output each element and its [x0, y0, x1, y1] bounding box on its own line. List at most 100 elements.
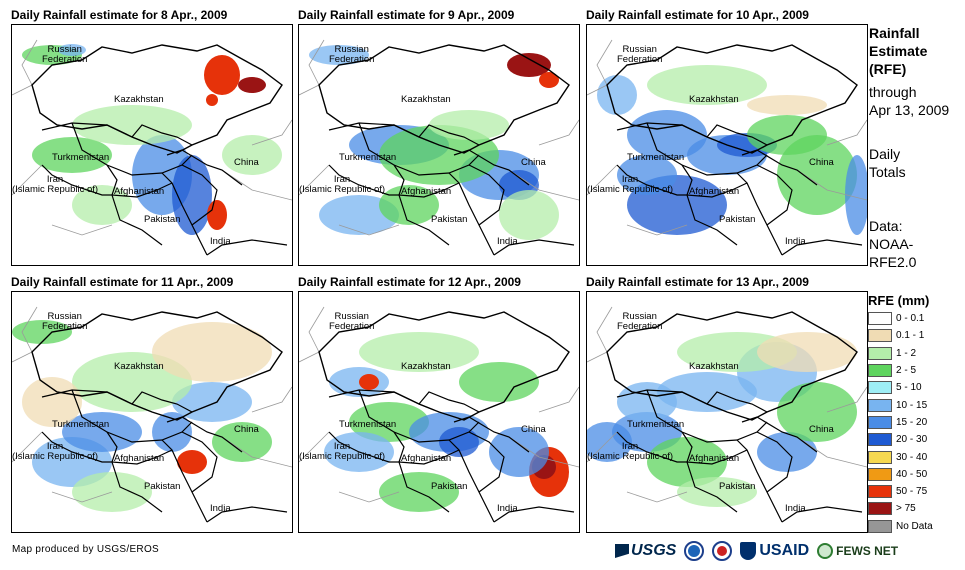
- country-border: [681, 164, 738, 246]
- turkmenistan-label: Turkmenistan: [627, 419, 685, 430]
- neighbor-border: [796, 436, 867, 468]
- country-border: [418, 124, 480, 146]
- legend-item: > 75: [868, 500, 963, 517]
- china-label: China: [809, 157, 834, 168]
- legend-swatch: [868, 502, 892, 516]
- rainfall-area: [309, 45, 369, 65]
- rainfall-area: [152, 412, 192, 452]
- kazakhstan-label: Kazakhstan: [114, 94, 164, 105]
- country-border: [781, 506, 863, 523]
- neighbor-border: [221, 169, 292, 201]
- rainfall-area: [845, 155, 867, 235]
- legend-swatch: [868, 433, 892, 447]
- legend-swatch: [868, 364, 892, 378]
- legend-item: 20 - 30: [868, 431, 963, 448]
- country-border: [181, 164, 218, 226]
- panel-apr-10: Daily Rainfall estimate for 10 Apr., 200…: [586, 7, 868, 266]
- pakistan-label: Pakistan: [144, 214, 181, 225]
- region-outline: [606, 311, 858, 421]
- rainfall-area: [58, 44, 86, 56]
- country-border: [166, 149, 243, 186]
- russia-label: Russian Federation: [42, 44, 88, 65]
- russia-label: Russian Federation: [617, 311, 663, 332]
- region-outline: [318, 311, 570, 421]
- neighbor-border: [596, 306, 613, 353]
- rfe-title-line: (RFE): [869, 61, 907, 77]
- country-border: [741, 416, 818, 453]
- neighbor-border: [251, 119, 292, 146]
- neighbor-border: [596, 39, 613, 86]
- map-svg: [299, 25, 579, 265]
- turkmenistan-label: Turkmenistan: [339, 152, 397, 163]
- country-border: [616, 164, 687, 196]
- legend-label: 15 - 20: [896, 416, 928, 428]
- afghanistan-label: Afghanistan: [114, 186, 165, 197]
- country-border: [328, 389, 435, 411]
- rainfall-map: Russian Federation Kazakhstan Turkmenistan C…: [586, 291, 868, 533]
- neighbor-border: [587, 431, 618, 463]
- legend-label: 1 - 2: [896, 347, 917, 359]
- rainfall-area: [507, 53, 551, 77]
- country-border: [161, 439, 208, 523]
- rainfall-area: [617, 155, 677, 195]
- rainfall-area: [152, 322, 272, 382]
- country-border: [41, 164, 112, 196]
- rainfall-area: [238, 77, 266, 93]
- country-border: [398, 182, 460, 198]
- usaid-shield-icon: [740, 542, 757, 560]
- legend-rows: 0 - 0.1 0.1 - 1 1 - 2 2 - 5 5 - 10 10 - 15 15 …: [868, 310, 963, 535]
- rainfall-area: [207, 200, 227, 230]
- rainfall-area: [212, 422, 272, 462]
- india-label: India: [785, 503, 806, 514]
- country-border: [781, 239, 863, 256]
- country-border: [131, 124, 193, 146]
- pakistan-label: Pakistan: [719, 214, 756, 225]
- country-border: [756, 164, 793, 226]
- map-svg: [12, 292, 292, 532]
- rainfall-area: [359, 332, 479, 372]
- legend-swatch: [868, 312, 892, 326]
- through-date: through Apr 13, 2009: [869, 83, 949, 119]
- map-svg: [587, 25, 867, 265]
- country-border: [493, 506, 575, 523]
- country-border: [181, 431, 218, 493]
- country-border: [448, 172, 495, 256]
- data-source: Data: NOAA- RFE2.0: [869, 217, 916, 271]
- country-border: [453, 149, 530, 186]
- kazakhstan-label: Kazakhstan: [114, 361, 164, 372]
- legend-title: RFE (mm): [868, 293, 930, 308]
- china-label: China: [521, 424, 546, 435]
- legend-label: 2 - 5: [896, 365, 917, 377]
- pakistan-label: Pakistan: [431, 214, 468, 225]
- country-border: [706, 124, 768, 146]
- usgs-mark-icon: [615, 544, 629, 558]
- rainfall-area: [32, 137, 112, 173]
- rainfall-map: Russian Federation Kazakhstan Turkmenistan C…: [298, 24, 580, 266]
- country-border: [328, 122, 435, 144]
- russia-label: Russian Federation: [617, 44, 663, 65]
- country-border: [741, 149, 818, 186]
- neighbor-border: [12, 164, 43, 196]
- country-border: [41, 431, 112, 463]
- country-border: [206, 239, 288, 256]
- legend-swatch: [868, 485, 892, 499]
- turkmenistan-label: Turkmenistan: [52, 419, 110, 430]
- afghanistan-label: Afghanistan: [401, 186, 452, 197]
- rainfall-area: [206, 94, 218, 106]
- legend-label: 0 - 0.1: [896, 313, 925, 325]
- turkmenistan-label: Turkmenistan: [627, 152, 685, 163]
- daily-line: Daily: [869, 146, 901, 162]
- neighbor-border: [299, 164, 330, 196]
- region-outline: [31, 44, 283, 154]
- legend-label: 0.1 - 1: [896, 330, 925, 342]
- neighbor-border: [21, 306, 38, 353]
- country-border: [393, 431, 450, 513]
- usgs-text: USGS: [631, 542, 677, 559]
- rainfall-area: [747, 95, 827, 115]
- country-border: [161, 172, 208, 256]
- afghanistan-label: Afghanistan: [401, 453, 452, 464]
- neighbor-border: [826, 386, 867, 413]
- legend-swatch: [868, 329, 892, 343]
- afghanistan-label: Afghanistan: [114, 453, 165, 464]
- panel-apr-11: Daily Rainfall estimate for 11 Apr., 200…: [11, 274, 293, 533]
